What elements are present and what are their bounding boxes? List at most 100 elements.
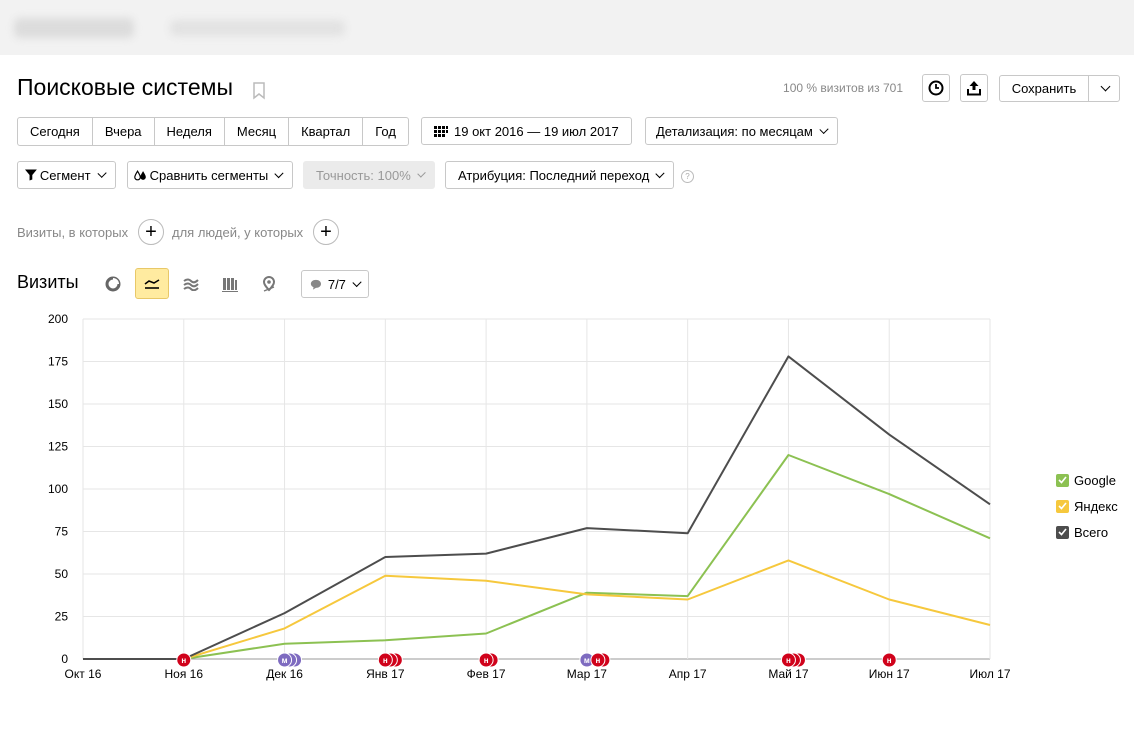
date-range-label: 19 окт 2016 — 19 июл 2017: [454, 123, 619, 139]
filter-icon: [25, 169, 37, 181]
note-marker-label: н: [786, 656, 791, 665]
y-tick-label: 75: [55, 525, 69, 539]
period-quarter[interactable]: Квартал: [289, 118, 364, 145]
help-icon[interactable]: ?: [681, 170, 694, 183]
blurred-logo: [14, 18, 134, 38]
visits-share: 100 % визитов из 701: [783, 81, 903, 95]
area-chart-icon: [183, 278, 199, 291]
bar-chart-icon: [222, 277, 238, 292]
note-marker: н: [377, 652, 403, 668]
bookmark-icon[interactable]: [252, 82, 266, 100]
x-tick-label: Дек 16: [266, 667, 303, 681]
series-line: [83, 355, 991, 660]
segment-dropdown[interactable]: Сегмент: [17, 161, 116, 189]
detail-label: Детализация: по месяцам: [656, 123, 813, 139]
period-selector: Сегодня Вчера Неделя Месяц Квартал Год: [17, 117, 409, 146]
x-tick-label: Янв 17: [366, 667, 405, 681]
period-year[interactable]: Год: [375, 124, 396, 139]
accuracy-label: Точность: 100%: [316, 167, 411, 183]
blurred-counter-name: [170, 20, 345, 36]
legend-label: Google: [1074, 472, 1116, 488]
checkbox-icon[interactable]: [1056, 499, 1069, 513]
note-marker: н: [780, 652, 806, 668]
chevron-down-icon: [1100, 81, 1110, 92]
x-tick-label: Окт 16: [65, 667, 102, 681]
visits-filter-label: Визиты, в которых: [17, 225, 129, 240]
note-marker-label: м: [584, 656, 590, 665]
x-tick-label: Ноя 16: [165, 667, 204, 681]
note-marker-label: м: [282, 656, 288, 665]
y-tick-label: 50: [55, 567, 69, 581]
compare-label: Сравнить сегменты: [149, 167, 269, 183]
chevron-down-icon: [274, 168, 284, 178]
add-visits-condition-button[interactable]: +: [138, 219, 164, 245]
legend-item[interactable]: Google: [1056, 467, 1118, 493]
note-marker-circle: [277, 652, 293, 668]
x-tick-label: Мар 17: [567, 667, 607, 681]
checkbox-icon[interactable]: [1056, 473, 1069, 487]
note-marker-label: н: [181, 656, 186, 665]
x-tick-label: Апр 17: [669, 667, 707, 681]
visits-line-chart: 0 25 50 75 100 125 150 175 200 Окт 16 Ноя 16 Дек 16…: [48, 312, 1011, 681]
y-tick-label: 100: [48, 482, 68, 496]
x-tick-label: Июн 17: [869, 667, 910, 681]
x-tick-label: Май 17: [768, 667, 809, 681]
y-tick-label: 175: [48, 355, 68, 369]
note-marker-label: н: [383, 656, 388, 665]
save-button[interactable]: Сохранить: [999, 75, 1089, 102]
save-dropdown-button[interactable]: [1088, 75, 1120, 102]
chevron-down-icon: [352, 277, 362, 287]
line-chart-button[interactable]: [135, 268, 169, 299]
x-tick-label: Июл 17: [969, 667, 1010, 681]
area-chart-button[interactable]: [174, 268, 208, 299]
legend-item[interactable]: Яндекс: [1056, 493, 1118, 519]
note-marker-label: н: [887, 656, 892, 665]
notes-count: 7/7: [327, 276, 346, 292]
period-month[interactable]: Месяц: [225, 118, 290, 145]
chart-legend: Google Яндекс Всего: [1056, 467, 1118, 545]
notes-dropdown[interactable]: 7/7: [301, 270, 369, 298]
note-marker: н: [590, 652, 611, 668]
export-button[interactable]: [960, 74, 988, 102]
detail-dropdown[interactable]: Детализация: по месяцам: [645, 117, 838, 145]
map-pin-icon: [262, 275, 276, 292]
note-marker-circle: [478, 652, 494, 668]
history-button[interactable]: [922, 74, 950, 102]
note-marker-label: н: [595, 656, 600, 665]
note-marker-circle: [881, 652, 897, 668]
accuracy-dropdown[interactable]: Точность: 100%: [303, 161, 435, 189]
segment-label: Сегмент: [39, 167, 91, 183]
pie-chart-button[interactable]: [96, 268, 130, 299]
legend-label: Яндекс: [1074, 498, 1118, 514]
note-marker-circle: [590, 652, 606, 668]
plus-icon: +: [145, 221, 157, 243]
period-today[interactable]: Сегодня: [18, 118, 93, 145]
checkbox-icon[interactable]: [1056, 525, 1069, 539]
chevron-down-icon: [417, 168, 426, 178]
note-marker-circle: [176, 652, 192, 668]
upload-icon: [967, 81, 981, 96]
period-week[interactable]: Неделя: [155, 118, 225, 145]
chevron-down-icon: [97, 168, 107, 178]
period-yesterday[interactable]: Вчера: [93, 118, 155, 145]
series-line: [83, 559, 991, 660]
clock-icon: [928, 80, 944, 96]
attribution-dropdown[interactable]: Атрибуция: Последний переход: [445, 161, 674, 189]
note-marker: н: [478, 652, 499, 668]
y-tick-label: 200: [48, 312, 68, 326]
x-tick-label: Фев 17: [467, 667, 506, 681]
plus-icon: +: [320, 221, 332, 243]
y-tick-label: 25: [55, 610, 69, 624]
chevron-down-icon: [655, 168, 665, 178]
compare-segments-dropdown[interactable]: Сравнить сегменты: [127, 161, 293, 189]
add-people-condition-button[interactable]: +: [313, 219, 339, 245]
series-line: [83, 454, 991, 660]
legend-item[interactable]: Всего: [1056, 519, 1118, 545]
y-tick-label: 125: [48, 440, 68, 454]
bar-chart-button[interactable]: [213, 268, 247, 299]
map-button[interactable]: [252, 268, 286, 299]
chart-title: Визиты: [17, 272, 79, 292]
date-range-picker[interactable]: 19 окт 2016 — 19 июл 2017: [421, 117, 632, 145]
note-marker: н: [176, 652, 192, 668]
calendar-icon: [434, 125, 448, 137]
